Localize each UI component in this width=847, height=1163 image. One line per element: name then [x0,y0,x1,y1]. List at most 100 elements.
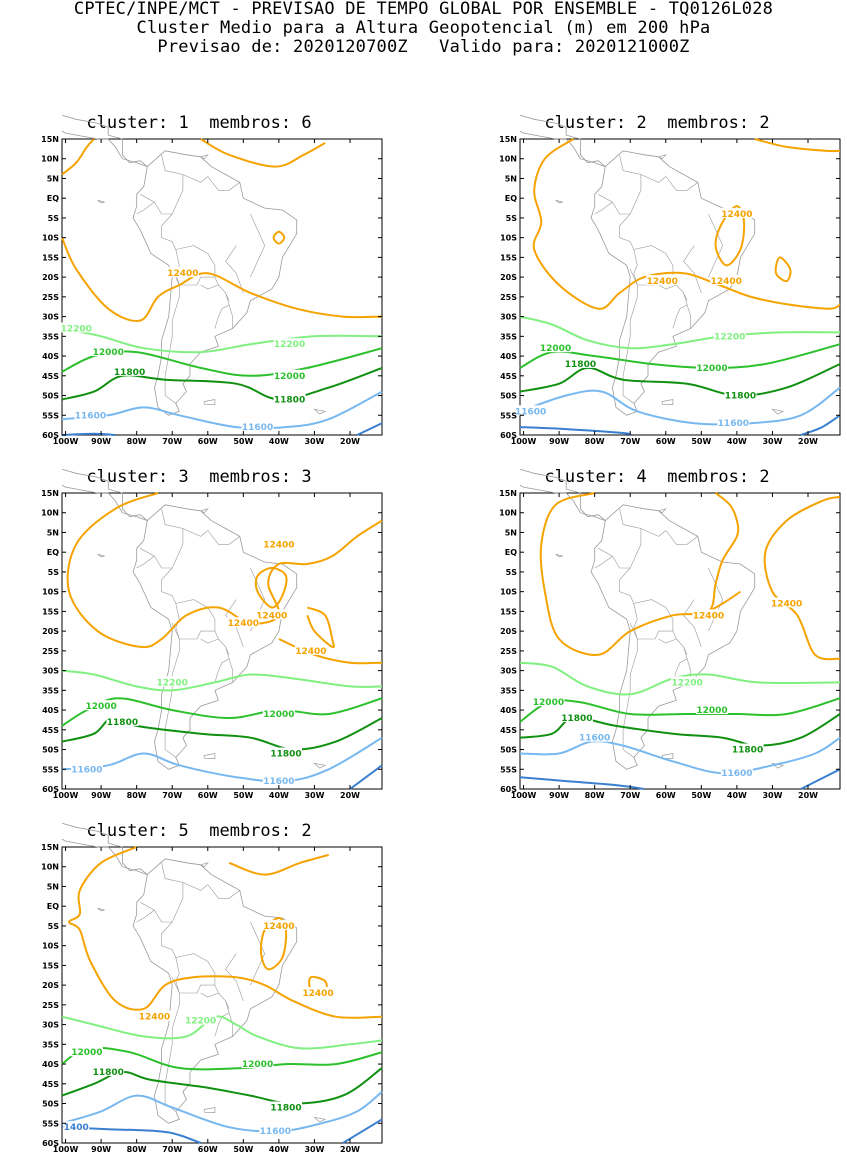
lat-tick-label: 50S [42,746,59,755]
lon-tick-label: 100W [53,1145,79,1154]
contour-line [356,422,383,436]
lon-tick-label: 60W [198,1145,218,1154]
lat-tick-label: 10S [500,234,517,243]
contour-line [272,230,286,245]
lon-tick-label: 20W [340,437,360,446]
contour-label: 11800 [565,360,596,370]
lat-tick-label: 10S [42,942,59,951]
contour-label: 11600 [718,419,749,429]
lat-tick-label: 25S [42,293,59,302]
lon-tick-label: 70W [162,1145,182,1154]
lat-tick-label: 10S [500,588,517,597]
lat-tick-label: 10N [41,155,59,164]
lat-tick-label: 15S [42,607,59,616]
lon-tick-label: 80W [127,791,147,800]
contour-line [714,205,746,267]
map-4: 12400 12400 12200 12000 12000 11800 11800 11600… [499,468,841,800]
contour-line [519,713,841,747]
lon-tick-label: 80W [127,1145,147,1154]
lat-tick-label: 60S [42,431,59,440]
contour-label: 11600 [260,1127,291,1137]
contour-label: 12200 [61,324,92,334]
lat-tick-label: 5N [47,528,59,537]
coastline [61,822,327,1124]
lat-tick-label: 55S [42,1119,59,1128]
axis-ticks: 15N 10N 5N EQ 5S 10S 15S 20S 25S 30S 35S 40S 45S 50S 5… [41,489,382,800]
panel-title: cluster: 4 membros: 2 [544,467,770,487]
axis-ticks: 15N 10N 5N EQ 5S 10S 15S 20S 25S 30S 35S 40S 45S 50S 5… [41,135,382,446]
contour-label: 12200 [714,332,745,342]
header-subtitle: Cluster Medio para a Altura Geopotencial… [136,18,711,38]
contour-line [61,138,95,176]
contour-label: 11800 [107,718,138,728]
lat-tick-label: 30S [500,313,517,322]
contour-line [61,1090,383,1133]
lat-tick-label: 45S [500,372,517,381]
contour-line [61,327,383,354]
map-5: 12400 12400 12400 12200 12000 12000 11800 11800… [41,822,383,1154]
contour-label: 12200 [157,678,188,688]
valid-date: 2020121000Z [574,37,690,57]
lat-tick-label: 10S [42,588,59,597]
lon-tick-label: 80W [585,437,605,446]
map-panel-2: cluster: 2 membros: 2 12400 12400 12400 122… [494,113,841,453]
lat-tick-label: 40S [42,352,59,361]
lon-tick-label: 20W [340,1145,360,1154]
lat-tick-label: 40S [42,1060,59,1069]
lat-tick-label: 5N [47,174,59,183]
lon-tick-label: 60W [198,791,218,800]
contour-line [68,846,383,1019]
contour-label: 12400 [139,1013,170,1023]
lat-tick-label: EQ [47,902,59,911]
lat-tick-label: 55S [42,765,59,774]
lat-tick-label: 15S [500,253,517,262]
lon-tick-label: 40W [269,1145,289,1154]
lat-tick-label: 5S [48,922,60,931]
contour-label: 11600 [263,777,294,787]
contour-label: 11800 [270,1103,301,1113]
lon-tick-label: 70W [620,791,640,800]
lon-tick-label: 60W [198,437,218,446]
lon-tick-label: 80W [127,437,147,446]
contour-line [519,736,841,775]
lat-tick-label: 55S [500,411,517,420]
contour-label: 12400 [228,619,259,629]
contour-label: 12400 [263,922,294,932]
lat-tick-label: 35S [500,686,517,695]
lat-tick-label: 30S [42,1021,59,1030]
lat-tick-label: 10N [41,863,59,872]
coastline [519,114,785,416]
contour-line [774,256,792,283]
lat-tick-label: 25S [42,647,59,656]
lat-tick-label: 35S [42,1040,59,1049]
lat-tick-label: 50S [500,392,517,401]
lon-tick-label: 90W [91,1145,111,1154]
lon-tick-label: 90W [549,437,569,446]
lon-tick-label: 70W [162,791,182,800]
contour-line [539,492,740,656]
contour-line [519,776,645,790]
lon-tick-label: 40W [727,437,747,446]
contour-label: 12200 [671,678,702,688]
contour-line [200,138,326,168]
lat-tick-label: 20S [42,981,59,990]
contour-line [349,764,383,790]
lat-tick-label: 20S [500,627,517,636]
contour-line [61,390,383,430]
contour-label: 12400 [256,611,287,621]
lat-tick-label: 5S [48,568,60,577]
contour-label: 12000 [263,710,294,720]
contour-label: 12400 [167,269,198,279]
contour-label: 12000 [696,706,727,716]
lon-tick-label: 40W [269,791,289,800]
lat-tick-label: 15S [42,253,59,262]
contour-label: 12000 [533,698,564,708]
contour-line [763,495,841,661]
contour-label: 11800 [93,1068,124,1078]
lon-tick-label: 90W [91,791,111,800]
coastline [61,468,327,770]
lat-tick-label: 55S [500,765,517,774]
contour-label: 12000 [696,364,727,374]
contour-label: 12000 [242,1060,273,1070]
lat-tick-label: 45S [500,726,517,735]
